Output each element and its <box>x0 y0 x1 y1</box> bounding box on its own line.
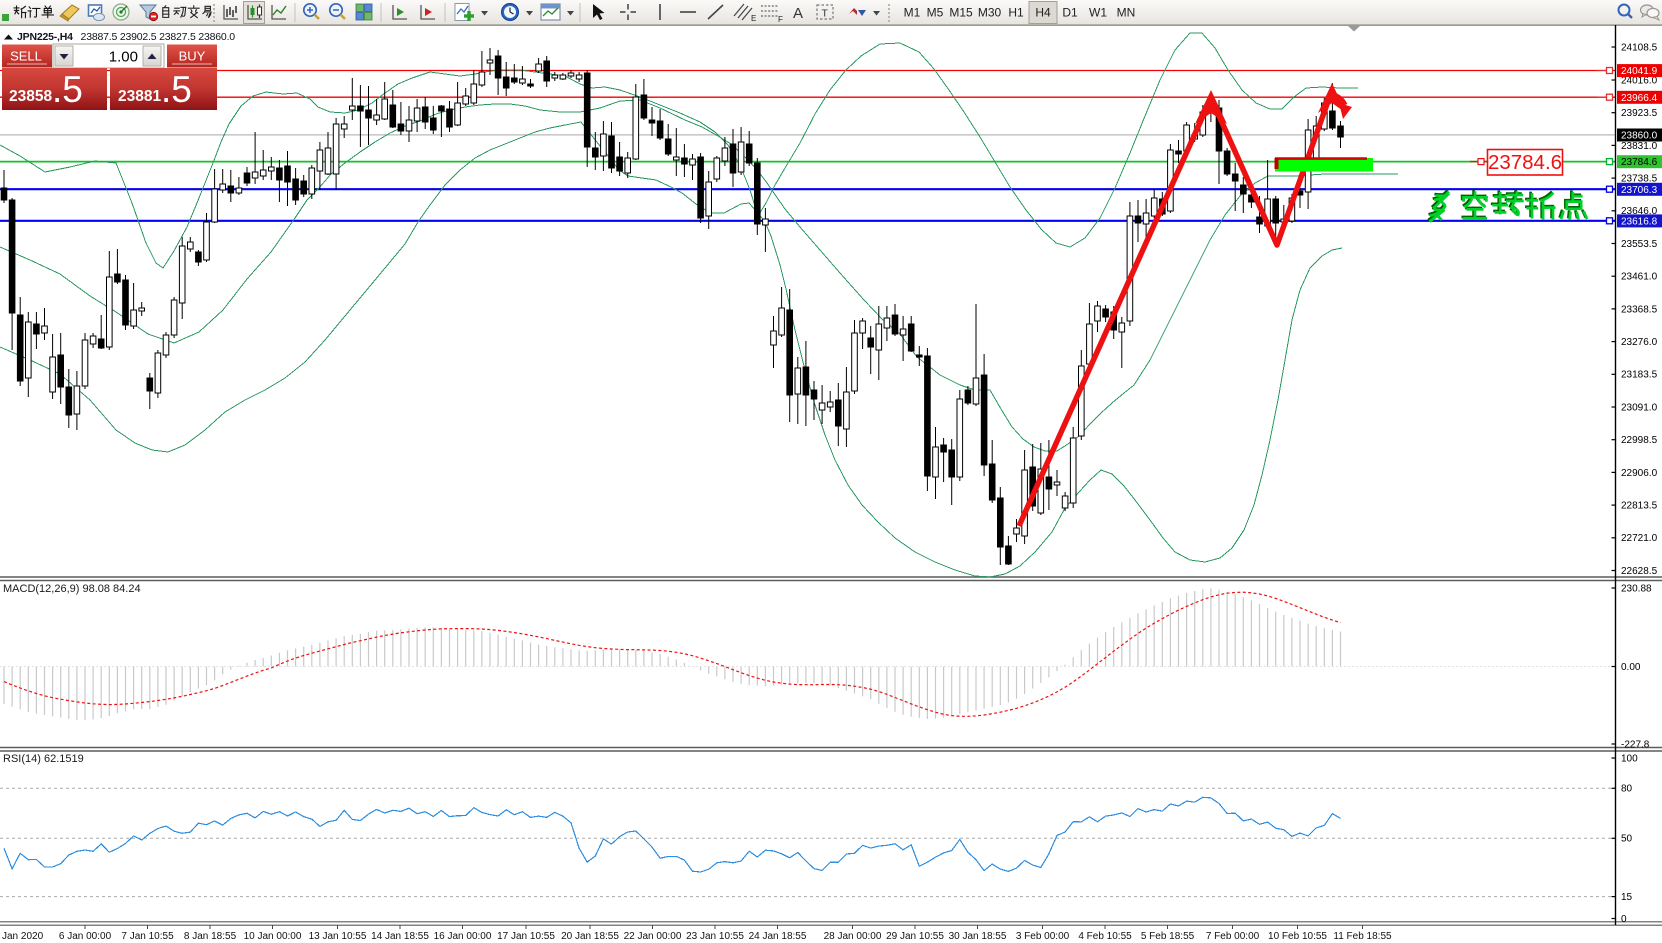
svg-text:Jan 2020: Jan 2020 <box>2 931 44 942</box>
svg-text:23276.0: 23276.0 <box>1621 337 1658 348</box>
svg-text:JPN225-,H4 23887.5 23902.5 23: JPN225-,H4 23887.5 23902.5 23827.5 23860… <box>17 31 235 43</box>
svg-text:22998.5: 22998.5 <box>1621 435 1658 446</box>
svg-text:50: 50 <box>1621 834 1633 845</box>
svg-text:8 Jan 18:55: 8 Jan 18:55 <box>184 931 237 942</box>
svg-text:7 Feb 00:00: 7 Feb 00:00 <box>1206 931 1260 942</box>
svg-text:23 Jan 10:55: 23 Jan 10:55 <box>686 931 744 942</box>
svg-text:22628.5: 22628.5 <box>1621 566 1658 577</box>
svg-text:10 Jan 00:00: 10 Jan 00:00 <box>244 931 302 942</box>
svg-text:0: 0 <box>1621 914 1627 925</box>
svg-text:23923.5: 23923.5 <box>1621 108 1658 119</box>
svg-text:23183.5: 23183.5 <box>1621 370 1658 381</box>
svg-text:0.00: 0.00 <box>1621 662 1641 673</box>
svg-text:24 Jan 18:55: 24 Jan 18:55 <box>749 931 807 942</box>
svg-text:23091.0: 23091.0 <box>1621 402 1658 413</box>
svg-text:17 Jan 10:55: 17 Jan 10:55 <box>497 931 555 942</box>
svg-text:23646.0: 23646.0 <box>1621 206 1658 217</box>
svg-text:A: A <box>793 5 803 22</box>
svg-text:15: 15 <box>1621 892 1633 903</box>
svg-text:W1: W1 <box>1089 6 1107 20</box>
svg-text:14 Jan 18:55: 14 Jan 18:55 <box>371 931 429 942</box>
svg-text:E: E <box>751 14 756 23</box>
svg-text:20 Jan 18:55: 20 Jan 18:55 <box>561 931 619 942</box>
svg-text:1.00: 1.00 <box>109 49 138 66</box>
svg-text:24016.0: 24016.0 <box>1621 75 1658 86</box>
svg-text:4 Feb 10:55: 4 Feb 10:55 <box>1078 931 1132 942</box>
svg-text:23784.6: 23784.6 <box>1621 157 1658 168</box>
svg-text:7 Jan 10:55: 7 Jan 10:55 <box>121 931 174 942</box>
svg-text:.5: .5 <box>52 69 83 110</box>
svg-text:23461.0: 23461.0 <box>1621 272 1658 283</box>
svg-text:MACD(12,26,9) 98.08 84.24: MACD(12,26,9) 98.08 84.24 <box>3 583 141 595</box>
svg-text:10 Feb 10:55: 10 Feb 10:55 <box>1268 931 1327 942</box>
svg-text:6 Jan 00:00: 6 Jan 00:00 <box>59 931 112 942</box>
svg-text:M30: M30 <box>978 6 1002 20</box>
svg-text:100: 100 <box>1621 753 1638 764</box>
svg-text:H1: H1 <box>1008 6 1024 20</box>
svg-text:24108.5: 24108.5 <box>1621 42 1658 53</box>
svg-text:T: T <box>822 8 829 20</box>
svg-text:23881: 23881 <box>118 88 161 105</box>
svg-text:13 Jan 10:55: 13 Jan 10:55 <box>309 931 367 942</box>
svg-text:F: F <box>778 15 783 24</box>
svg-text:23368.5: 23368.5 <box>1621 304 1658 315</box>
svg-text:23738.5: 23738.5 <box>1621 174 1658 185</box>
svg-text:3 Feb 00:00: 3 Feb 00:00 <box>1016 931 1070 942</box>
svg-text:SELL: SELL <box>10 49 42 64</box>
svg-text:23966.4: 23966.4 <box>1621 93 1658 104</box>
svg-text:22906.0: 22906.0 <box>1621 468 1658 479</box>
svg-text:11 Feb 18:55: 11 Feb 18:55 <box>1333 931 1392 942</box>
svg-text:M5: M5 <box>927 6 944 20</box>
svg-text:M15: M15 <box>949 6 973 20</box>
svg-text:23616.8: 23616.8 <box>1621 216 1658 227</box>
svg-text:30 Jan 18:55: 30 Jan 18:55 <box>949 931 1007 942</box>
svg-text:.5: .5 <box>161 69 192 110</box>
svg-text:23553.5: 23553.5 <box>1621 239 1658 250</box>
svg-text:16 Jan 00:00: 16 Jan 00:00 <box>434 931 492 942</box>
svg-text:RSI(14) 62.1519: RSI(14) 62.1519 <box>3 753 84 765</box>
svg-text:5 Feb 18:55: 5 Feb 18:55 <box>1141 931 1195 942</box>
svg-text:23858: 23858 <box>9 88 52 105</box>
svg-text:28 Jan 00:00: 28 Jan 00:00 <box>824 931 882 942</box>
svg-text:M1: M1 <box>904 6 921 20</box>
svg-text:H4: H4 <box>1035 6 1051 20</box>
svg-text:23784.6: 23784.6 <box>1488 151 1562 174</box>
svg-text:-227.8: -227.8 <box>1621 739 1650 750</box>
svg-text:22 Jan 00:00: 22 Jan 00:00 <box>624 931 682 942</box>
svg-text:23706.3: 23706.3 <box>1621 185 1658 196</box>
svg-text:230.88: 230.88 <box>1621 583 1652 594</box>
svg-text:BUY: BUY <box>179 49 206 64</box>
svg-text:22721.0: 22721.0 <box>1621 533 1658 544</box>
svg-text:29 Jan 10:55: 29 Jan 10:55 <box>886 931 944 942</box>
svg-text:MN: MN <box>1117 6 1136 20</box>
svg-text:22813.5: 22813.5 <box>1621 501 1658 512</box>
svg-text:D1: D1 <box>1062 6 1078 20</box>
svg-text:23831.0: 23831.0 <box>1621 141 1658 152</box>
svg-text:24041.9: 24041.9 <box>1621 66 1658 77</box>
svg-text:23860.0: 23860.0 <box>1621 131 1658 142</box>
svg-text:80: 80 <box>1621 784 1633 795</box>
